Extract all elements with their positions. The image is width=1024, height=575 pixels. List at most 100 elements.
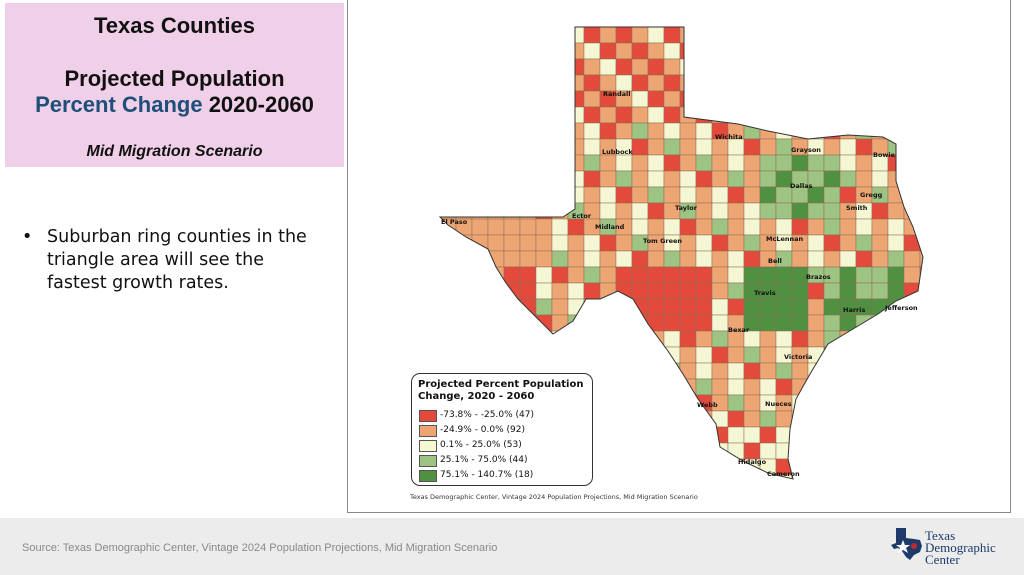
county-cell (727, 474, 745, 479)
county-cell (455, 42, 473, 60)
county-cell (743, 42, 761, 60)
county-cell (903, 426, 921, 444)
county-cell (695, 426, 713, 444)
county-cell (631, 426, 649, 444)
county-cell (871, 170, 889, 188)
county-cell (503, 330, 521, 348)
county-cell (903, 58, 921, 76)
county-cell (727, 218, 745, 236)
county-cell (487, 74, 505, 92)
county-cell (711, 346, 729, 364)
county-cell (839, 282, 857, 300)
texas-county-map: Randall Wichita Lubbock Grayson Bowie Dallas G… (438, 26, 924, 480)
city-label: Dallas (790, 182, 813, 190)
county-cell (727, 202, 745, 220)
county-cell (887, 234, 905, 252)
county-cell (455, 90, 473, 108)
county-cell (919, 474, 923, 479)
county-cell (519, 346, 537, 364)
county-cell (775, 27, 793, 44)
county-cell (743, 394, 761, 412)
county-cell (887, 378, 905, 396)
county-cell (440, 74, 457, 92)
county-cell (775, 202, 793, 220)
county-cell (839, 394, 857, 412)
county-cell (887, 330, 905, 348)
county-cell (711, 234, 729, 252)
county-cell (775, 298, 793, 316)
county-cell (583, 234, 601, 252)
county-cell (663, 266, 681, 284)
county-cell (855, 218, 873, 236)
county-cell (519, 154, 537, 172)
county-cell (615, 27, 633, 44)
county-cell (519, 90, 537, 108)
county-cell (599, 42, 617, 60)
county-cell (615, 394, 633, 412)
county-cell (535, 170, 553, 188)
county-cell (903, 474, 921, 479)
county-cell (695, 378, 713, 396)
county-cell (903, 266, 921, 284)
county-cell (695, 282, 713, 300)
county-cell (855, 138, 873, 156)
county-cell (647, 282, 665, 300)
county-cell (871, 90, 889, 108)
county-cell (711, 410, 729, 428)
county-cell (519, 266, 537, 284)
county-cell (487, 266, 505, 284)
legend-swatch (419, 470, 437, 482)
county-cell (679, 90, 697, 108)
county-cell (567, 90, 585, 108)
county-cell (903, 122, 921, 140)
county-cell (711, 74, 729, 92)
county-cell (727, 266, 745, 284)
county-cell (471, 42, 489, 60)
county-cell (519, 58, 537, 76)
county-cell (455, 314, 473, 332)
county-cell (487, 186, 505, 204)
county-cell (807, 378, 825, 396)
county-cell (551, 106, 569, 124)
county-cell (695, 410, 713, 428)
county-cell (775, 282, 793, 300)
county-cell (551, 282, 569, 300)
subtitle-accent: Percent Change (35, 92, 203, 117)
county-cell (871, 27, 889, 44)
county-cell (727, 250, 745, 268)
county-cell (663, 27, 681, 44)
county-cell (711, 298, 729, 316)
county-cell (759, 346, 777, 364)
county-cell (919, 122, 923, 140)
county-cell (711, 266, 729, 284)
city-label: Brazos (806, 273, 831, 281)
county-cell (919, 330, 923, 348)
county-cell (663, 186, 681, 204)
county-cell (855, 362, 873, 380)
county-cell (759, 266, 777, 284)
county-cell (791, 410, 809, 428)
legend-swatch (419, 455, 437, 467)
county-cell (663, 122, 681, 140)
county-cell (471, 330, 489, 348)
county-cell (647, 394, 665, 412)
county-cell (615, 170, 633, 188)
county-cell (759, 442, 777, 460)
county-cell (887, 266, 905, 284)
county-cell (807, 298, 825, 316)
county-cell (823, 202, 841, 220)
county-cell (647, 42, 665, 60)
county-cell (615, 58, 633, 76)
county-cell (440, 122, 457, 140)
county-cell (455, 282, 473, 300)
county-cell (695, 138, 713, 156)
city-label: Victoria (784, 353, 812, 361)
county-cell (535, 122, 553, 140)
city-label: Travis (754, 289, 776, 297)
county-cell (711, 458, 729, 476)
county-cell (535, 234, 553, 252)
county-cell (631, 362, 649, 380)
county-cell (759, 42, 777, 60)
county-cell (519, 122, 537, 140)
county-cell (791, 442, 809, 460)
